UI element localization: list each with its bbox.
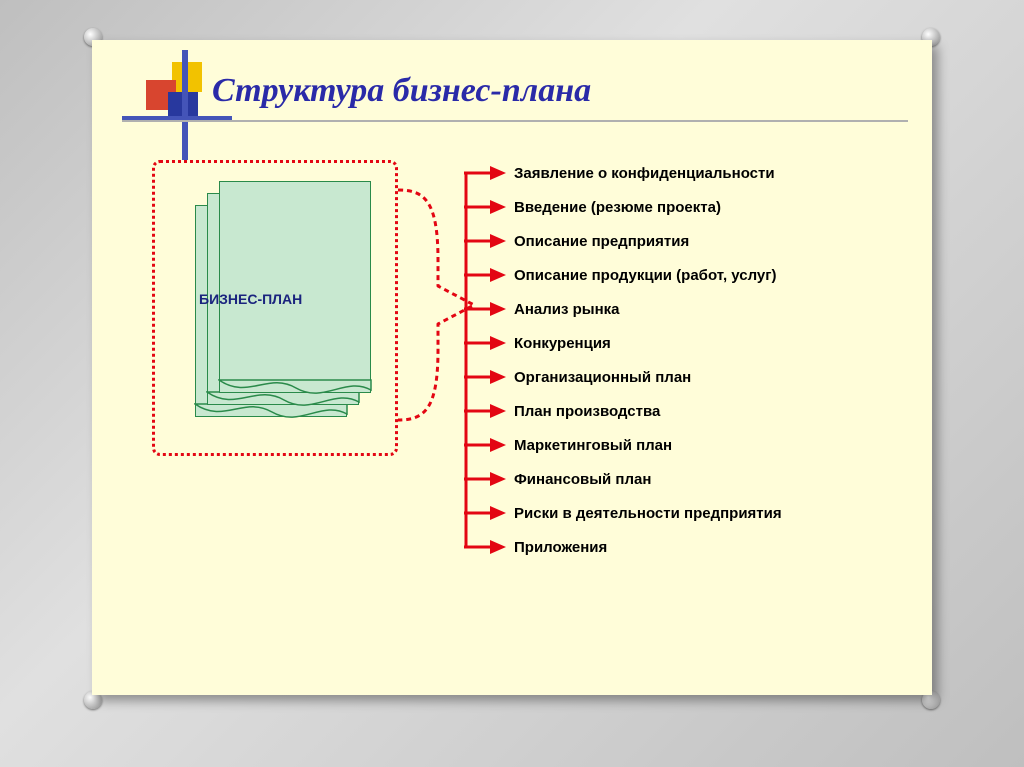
list-item-label: Описание предприятия (514, 233, 689, 250)
list-spine (462, 156, 470, 564)
list-item: Анализ рынка (462, 292, 912, 326)
content-area: БИЗНЕС-ПЛАН Заявление о конфиденциальнос… (132, 150, 912, 675)
list-item-label: Описание продукции (работ, услуг) (514, 267, 777, 284)
list-item-label: Введение (резюме проекта) (514, 199, 721, 216)
list-item: Риски в деятельности предприятия (462, 496, 912, 530)
slide-title: Структура бизнес-плана (212, 72, 591, 110)
logo-vertical-bar (182, 50, 188, 160)
list-item: Описание предприятия (462, 224, 912, 258)
list-item: Введение (резюме проекта) (462, 190, 912, 224)
list-item: Описание продукции (работ, услуг) (462, 258, 912, 292)
list-item-label: Маркетинговый план (514, 437, 672, 454)
list-item-label: Риски в деятельности предприятия (514, 505, 782, 522)
title-underline (122, 120, 908, 122)
list-item-label: Организационный план (514, 369, 691, 386)
list-item-label: План производства (514, 403, 660, 420)
list-item-label: Приложения (514, 539, 607, 556)
list-item: Маркетинговый план (462, 428, 912, 462)
document-group-box: БИЗНЕС-ПЛАН (152, 160, 398, 456)
document-label: БИЗНЕС-ПЛАН (199, 291, 302, 307)
list-item: Финансовый план (462, 462, 912, 496)
document-page-icon (219, 181, 371, 393)
list-item: План производства (462, 394, 912, 428)
list-item: Заявление о конфиденциальности (462, 156, 912, 190)
sections-list: Заявление о конфиденциальности Введение (… (462, 156, 912, 564)
logo-icon (136, 62, 216, 142)
list-item-label: Заявление о конфиденциальности (514, 165, 775, 182)
list-item: Конкуренция (462, 326, 912, 360)
list-item-label: Конкуренция (514, 335, 611, 352)
list-item-label: Анализ рынка (514, 301, 620, 318)
list-item: Приложения (462, 530, 912, 564)
slide: Структура бизнес-плана БИЗНЕС-ПЛАН Заявл… (92, 40, 932, 695)
stage: Структура бизнес-плана БИЗНЕС-ПЛАН Заявл… (0, 0, 1024, 767)
list-item: Организационный план (462, 360, 912, 394)
list-item-label: Финансовый план (514, 471, 651, 488)
